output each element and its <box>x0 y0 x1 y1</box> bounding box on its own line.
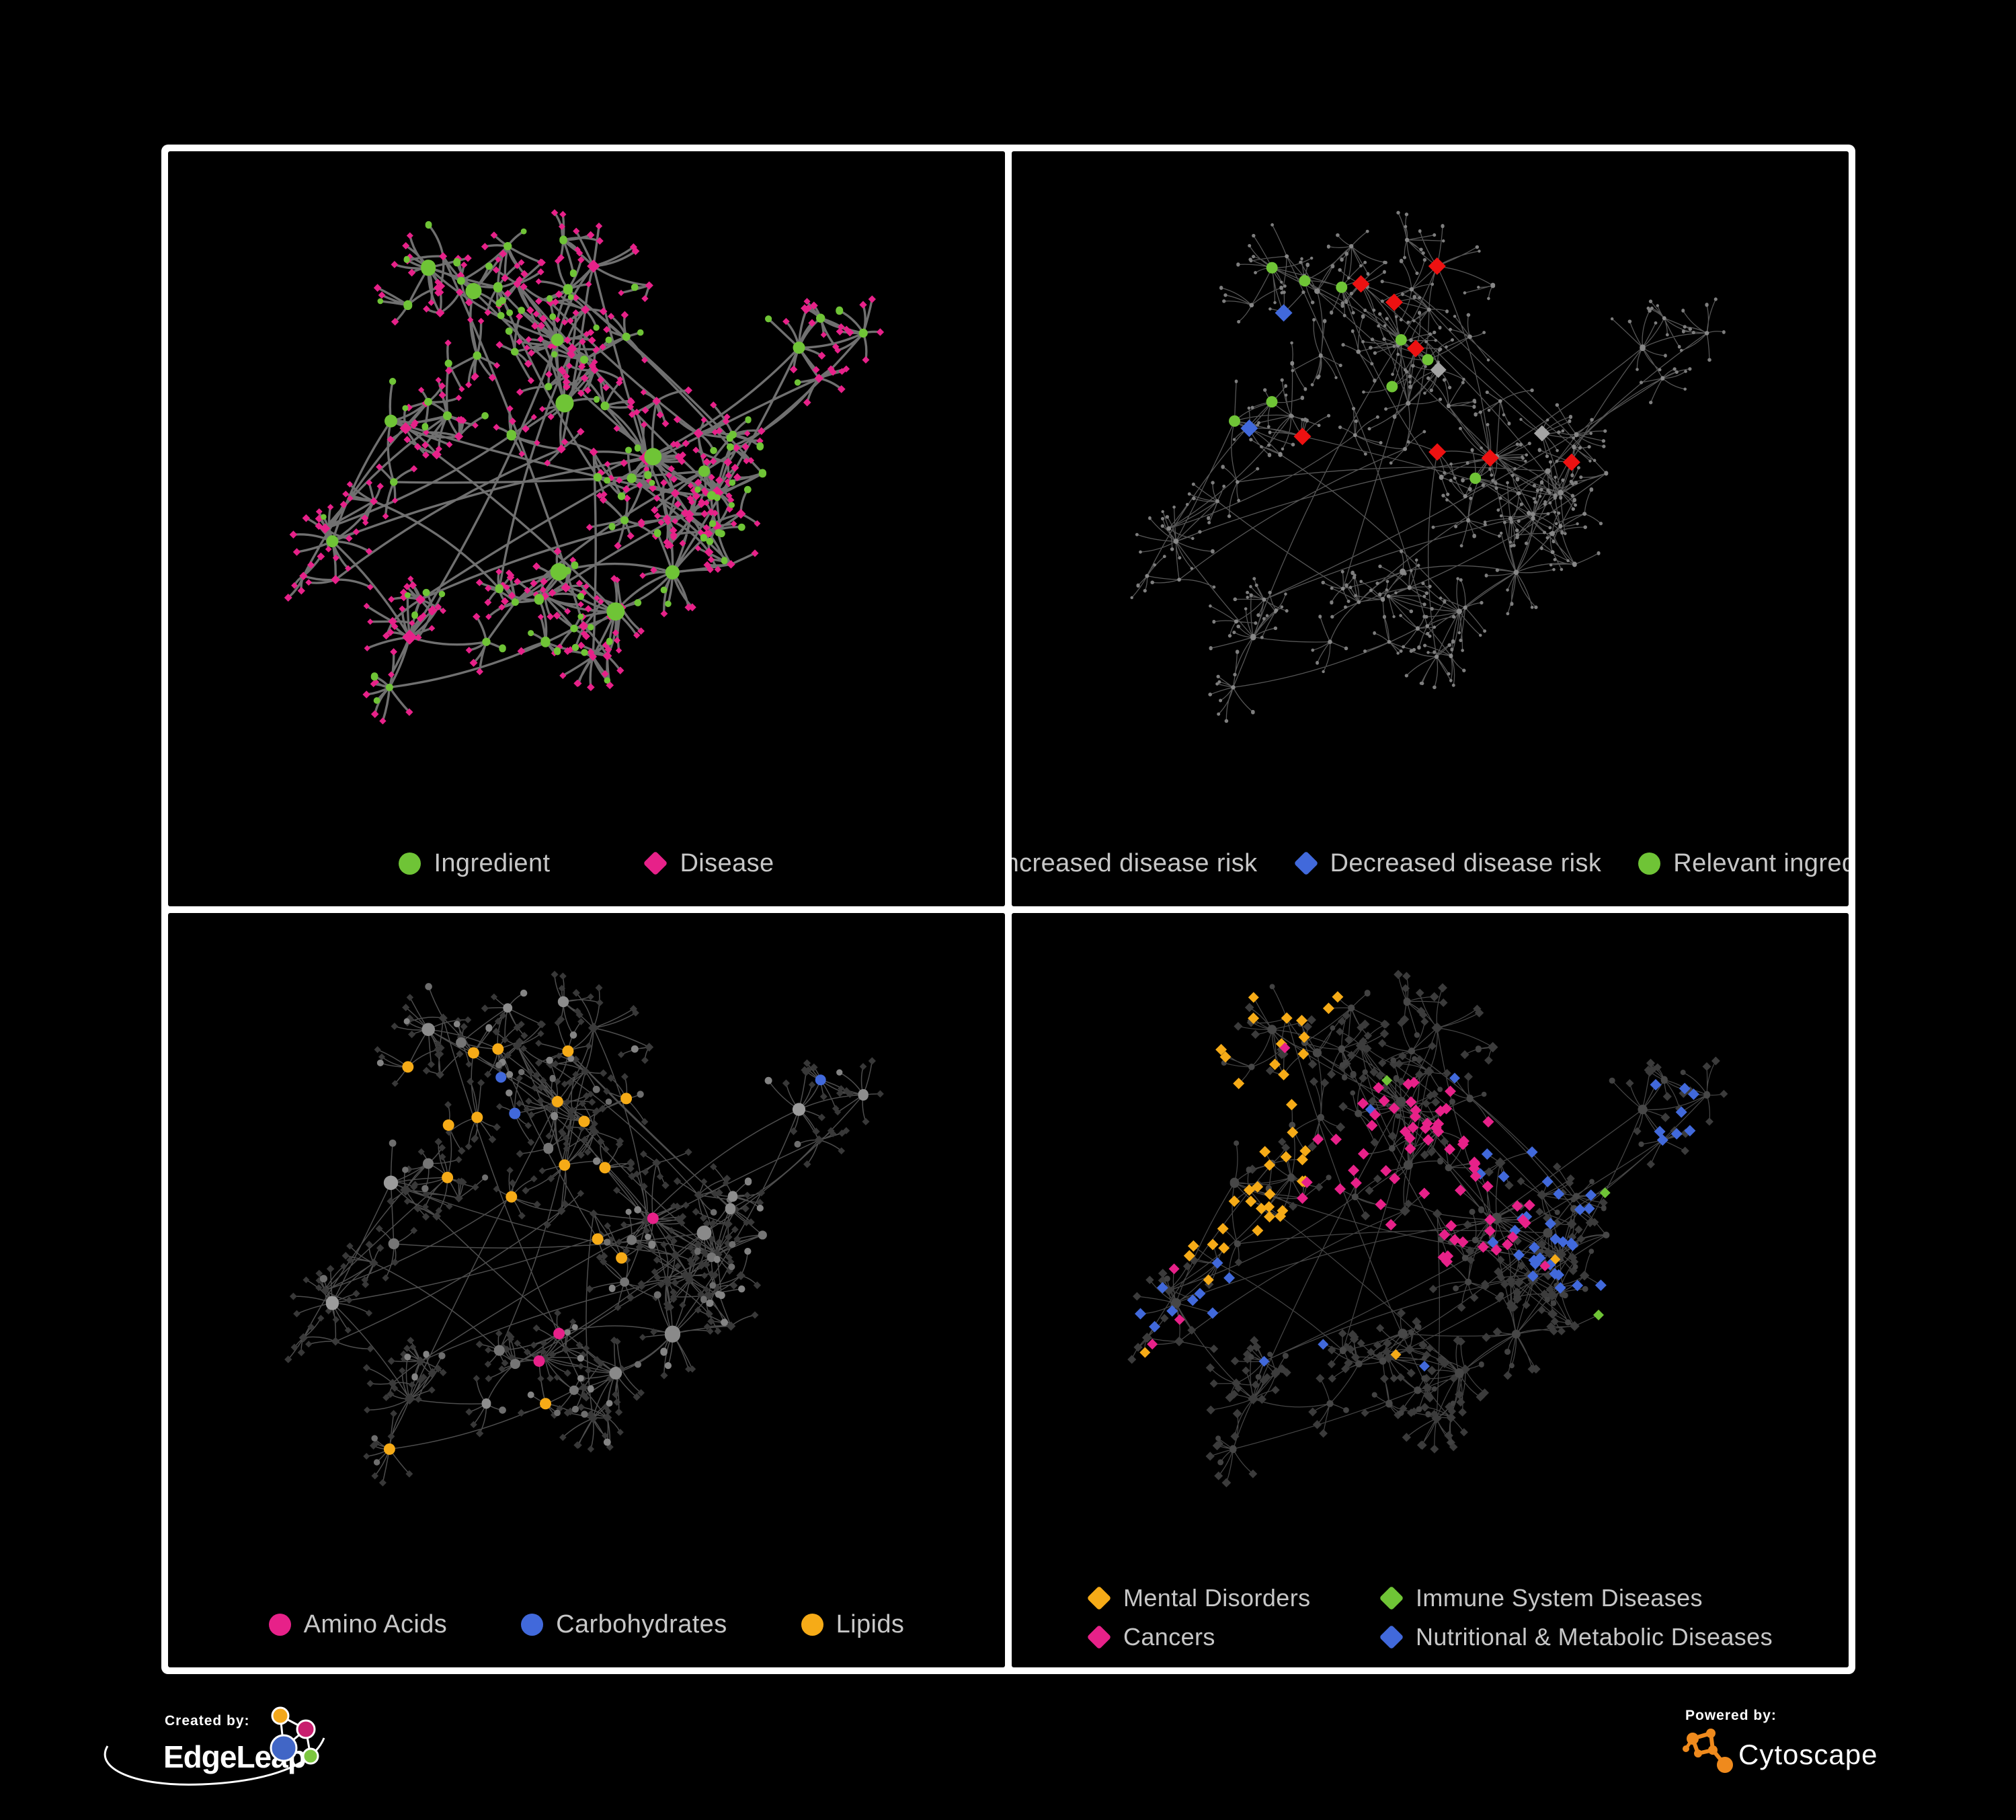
circle-marker-icon <box>268 1614 291 1636</box>
legend-disease-categories: Mental Disorders Immune System Diseases Ca… <box>1012 1584 1849 1651</box>
network-nodes-circle <box>1145 237 1709 690</box>
legend-label: Lipids <box>836 1610 905 1638</box>
legend-label: Carbohydrates <box>556 1610 727 1638</box>
network-graph-disease-categories <box>1127 970 1728 1487</box>
panel-ingredient-classes: Amino Acids Carbohydrates Lipids <box>168 912 1005 1667</box>
legend-label: Nutritional & Metabolic Diseases <box>1415 1623 1773 1651</box>
legend-label: Cancers <box>1123 1623 1215 1651</box>
legend-label: Amino Acids <box>303 1610 448 1638</box>
legend-item-ingredient: Ingredient <box>399 849 550 878</box>
legend-ingredient-disease: Ingredient Disease <box>168 849 1005 878</box>
powered-by-label: Powered by: <box>1685 1708 1777 1723</box>
diamond-marker-icon <box>1293 850 1318 876</box>
legend-item-lipids: Lipids <box>801 1610 905 1639</box>
figure-grid: Ingredient Disease Increased disease risk… <box>161 145 1855 1674</box>
network-nodes-diamond <box>1147 1042 1551 1349</box>
legend-label: Mental Disorders <box>1123 1584 1311 1612</box>
legend-label: Immune System Diseases <box>1415 1584 1703 1612</box>
created-by-label: Created by: <box>165 1713 250 1729</box>
edgeleap-network-icon <box>270 1706 319 1765</box>
panel-disease-categories: Mental Disorders Immune System Diseases Ca… <box>1012 912 1849 1667</box>
legend-label: Relevant ingredient <box>1673 848 1849 877</box>
network-nodes-circle <box>481 996 869 1409</box>
network-nodes-circle <box>388 1037 767 1395</box>
diamond-marker-icon <box>1379 1585 1404 1611</box>
circle-marker-icon <box>399 852 421 875</box>
legend-item-amino-acids: Amino Acids <box>268 1610 448 1639</box>
edgeleap-lockup: Created by: EdgeLeap <box>104 1706 325 1786</box>
cytoscape-logo-icon <box>1683 1729 1733 1773</box>
legend-ingredient-classes: Amino Acids Carbohydrates Lipids <box>168 1610 1005 1639</box>
legend-label: Disease <box>680 848 774 877</box>
network-graph-ingredient-disease <box>284 209 885 725</box>
network-nodes-diamond <box>1240 304 1293 438</box>
legend-item-relevant-ingredient: Relevant ingredient <box>1638 849 1849 878</box>
circle-marker-icon <box>1638 852 1661 875</box>
diamond-marker-icon <box>1086 1585 1112 1611</box>
panel-disease-risk: Increased disease risk Decreased disease … <box>1012 151 1849 906</box>
legend-label: Ingredient <box>434 848 551 877</box>
legend-item-increased-disease-risk: Increased disease risk <box>1012 849 1258 878</box>
network-nodes-diamond <box>1430 362 1550 442</box>
network-nodes-diamond <box>284 209 885 725</box>
diamond-marker-icon <box>1379 1624 1404 1650</box>
circle-marker-icon <box>801 1614 823 1636</box>
legend-item-cancers: Cancers <box>1086 1623 1353 1651</box>
legend-item-mental-disorders: Mental Disorders <box>1086 1584 1353 1612</box>
legend-item-decreased-disease-risk: Decreased disease risk <box>1293 848 1602 878</box>
diamond-marker-icon <box>643 850 668 876</box>
legend-disease-risk: Increased disease risk Decreased disease … <box>1012 849 1849 878</box>
legend-item-immune-system-diseases: Immune System Diseases <box>1379 1584 1773 1612</box>
legend-item-carbohydrates: Carbohydrates <box>521 1610 727 1639</box>
network-graph-disease-risk <box>1130 210 1726 723</box>
legend-label: Decreased disease risk <box>1330 848 1602 877</box>
cytoscape-lockup: Powered by: Cytoscape <box>1683 1708 1878 1773</box>
cytoscape-logo-text: Cytoscape <box>1738 1739 1878 1770</box>
network-graph-ingredient-classes <box>284 970 884 1487</box>
diamond-marker-icon <box>1086 1624 1112 1650</box>
panel-ingredient-disease: Ingredient Disease <box>168 151 1005 906</box>
legend-label: Increased disease risk <box>1012 848 1258 877</box>
network-edges <box>1131 212 1724 721</box>
legend-item-nutritional-metabolic-diseases: Nutritional & Metabolic Diseases <box>1379 1623 1773 1651</box>
circle-marker-icon <box>521 1614 544 1636</box>
network-nodes-diamond <box>284 970 884 1487</box>
legend-item-disease: Disease <box>643 848 774 878</box>
